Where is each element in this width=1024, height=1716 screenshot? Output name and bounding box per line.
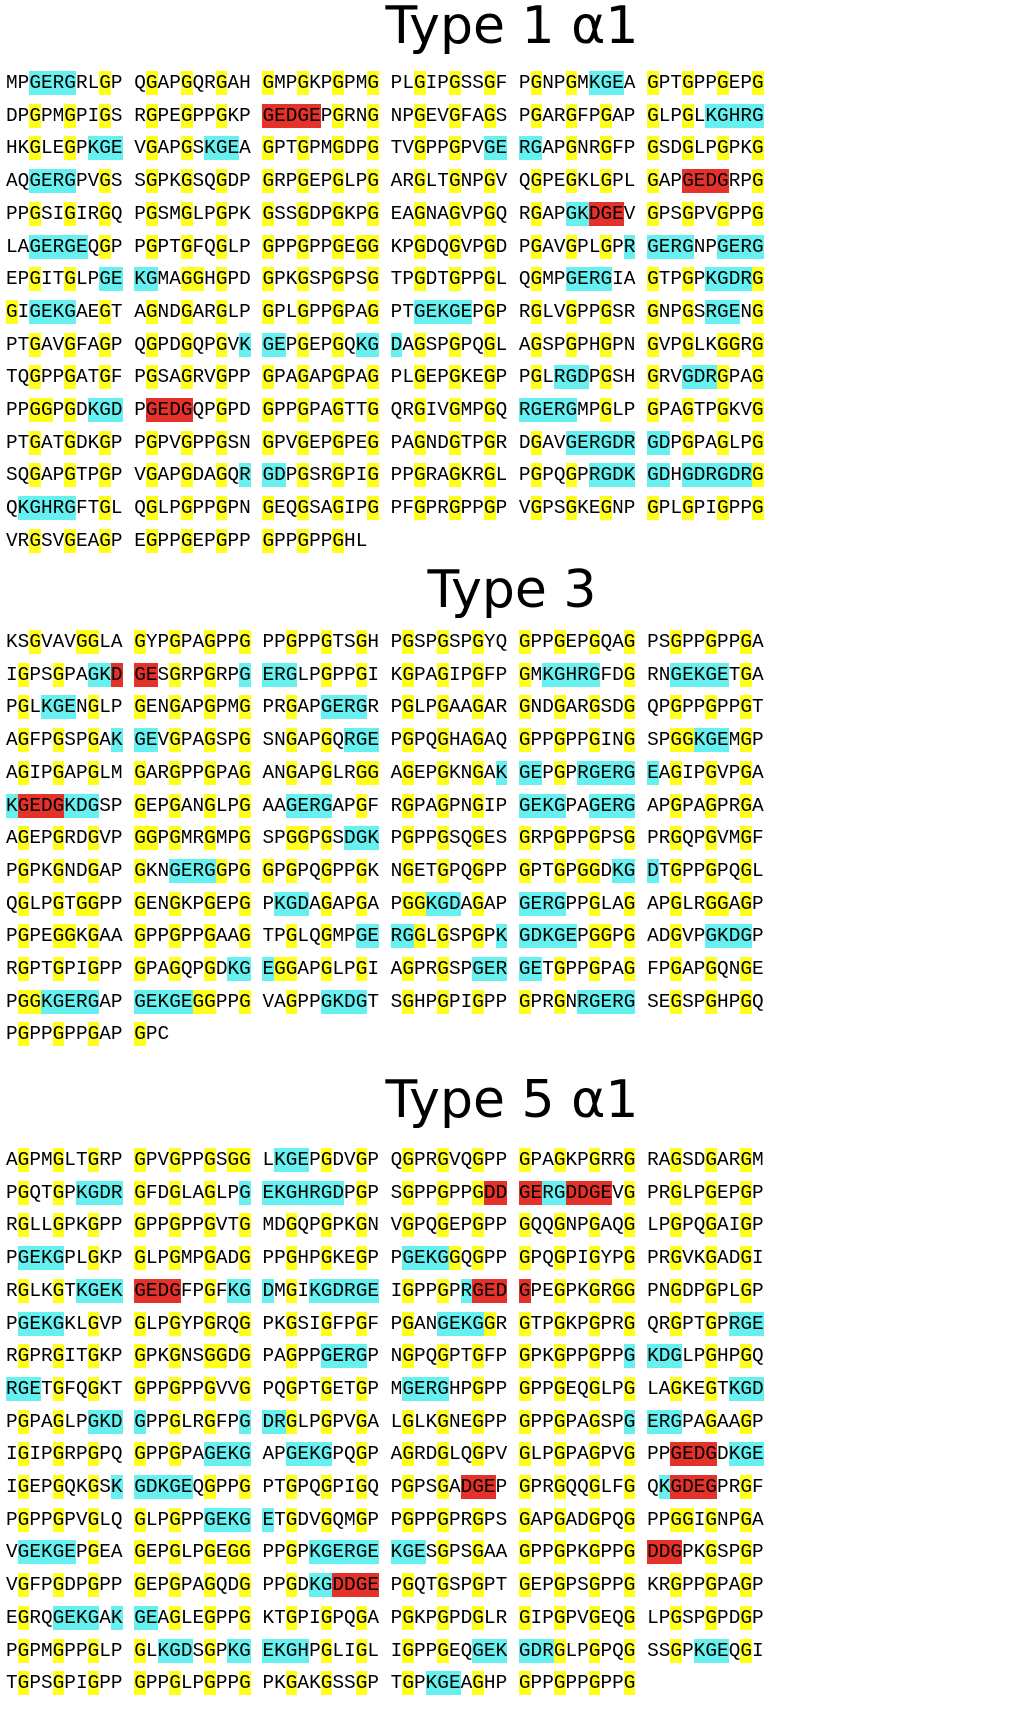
sequence-line: KGEDGKDGSP GEPGANGLPG AAGERGAPGF RGPAGPN… [6, 793, 764, 818]
sequence-line: PTGAVGFAGP QGPDGQPGVK GEPGEPGQKG DAGSPGP… [6, 332, 764, 357]
type-3-title: Type 3 [427, 560, 597, 620]
sequence-line: VRGSVGEAGP EGPPGEPGPP GPPGPPGHL [6, 528, 368, 553]
sequence-line: AGEPGRDGVP GGPGMRGMPG SPGGPGSDGK PGPPGSQ… [6, 826, 764, 851]
sequence-line: PGPAGLPGKD GPPGLRGFPG DRGLPGPVGA LGLKGNE… [6, 1409, 764, 1434]
type-1-alpha1-title: Type 1 α1 [385, 0, 639, 56]
sequence-line: QKGHRGFTGL QGLPGPPGPN GEQGSAGIPG PFGPRGP… [6, 496, 764, 521]
sequence-line: KSGVAVGGLA GYPGPAGPPG PPGPPGTSGH PGSPGSP… [6, 630, 764, 654]
sequence-line: RGPRGITGKP GPKGNSGGDG PAGPPGERGP NGPQGPT… [6, 1344, 764, 1369]
sequence-line: DPGPMGPIGS RGPEGPPGKP GEDGEPGRNG NPGEVGF… [6, 103, 764, 128]
sequence-line: MPGERGRLGP QGAPGQRGAH GMPGKPGPMG PLGIPGS… [6, 71, 764, 95]
sequence-line: PGPEGGKGAA GPPGPPGAAG TPGLQGMPGE RGGLGSP… [6, 924, 764, 949]
sequence-line: PPGGPGDKGD PGEDGQPGPD GPPGPAGTTG QRGIVGM… [6, 398, 764, 422]
sequence-line: SQGAPGTPGP VGAPGDAGQR GDPGSRGPIG PPGRAGK… [6, 463, 764, 488]
sequence-line: PGGKGERGAP GEKGEGGPPG VAGPPGKDGT SGHPGPI… [6, 989, 764, 1014]
sequence-line: PGPKGNDGAP GKNGERGGPG GPGPQGPPGK NGETGPQ… [6, 858, 764, 883]
sequence-line: EGRQGEKGAK GEAGLEGPPG KTGPIGPQGA PGKPGPD… [6, 1605, 764, 1630]
sequence-line: TQGPPGATGF PGSAGRVGPP GPAGAPGPAG PLGEPGK… [6, 365, 764, 390]
sequence-line: PGEKGPLGKP GLPGMPGADG PPGHPGKEGP PGEKGGQ… [6, 1246, 764, 1271]
sequence-line: AGPMGLTGRP GPVGPPGSGG LKGEPGDVGP QGPRGVQ… [6, 1148, 764, 1172]
type-5-alpha1-title: Type 5 α1 [385, 1070, 639, 1130]
sequence-line: PGPPGPVGLQ GLPGPPGEKG ETGDVGQMGP PGPPGPR… [6, 1507, 764, 1532]
sequence-line: IGIPGRPGPQ GPPGPAGEKG APGEKGPQGP AGRDGLQ… [6, 1442, 764, 1467]
sequence-line: AQGERGPVGS SGPKGSQGDP GRPGEPGLPG ARGLTGN… [6, 169, 764, 194]
sequence-line: QGLPGTGGPP GENGKPGEPG PKGDAGAPGA PGGKGDA… [6, 891, 764, 916]
sequence-line: PPGSIGIRGQ PGSMGLPGPK GSSGDPGKPG EAGNAGV… [6, 201, 764, 226]
sequence-line: IGEPGQKGSK GDKGEQGPPG PTGPQGPIGQ PGPSGAD… [6, 1475, 764, 1499]
sequence-line: VGFPGDPGPP GEPGPAGQDG PPGDKGDDGE PGQTGSP… [6, 1573, 764, 1598]
sequence-line: RGLKGTKGEK GEDGFPGFKG DMGIKGDRGE IGPPGPR… [6, 1278, 764, 1303]
sequence-line: TGPSGPIGPP GPPGLPGPPG PKGAKGSSGP TGPKGEA… [6, 1671, 636, 1696]
sequence-line: EPGITGLPGE KGMAGGHGPD GPKGSPGPSG TPGDTGP… [6, 267, 764, 292]
sequence-line: RGETGFQGKT GPPGPPGVVG PQGPTGETGP MGERGHP… [6, 1376, 764, 1401]
sequence-line: HKGLEGPKGE VGAPGSKGEA GPTGPMGDPG TVGPPGP… [6, 136, 764, 161]
sequence-line: PGPPGPPGAP GPC [6, 1022, 170, 1047]
sequence-line: PGQTGPKGDR GFDGLAGLPG EKGHRGDPGP SGPPGPP… [6, 1180, 764, 1205]
sequence-line: PGLKGENGLP GENGAPGPMG PRGAPGERGR PGLPGAA… [6, 695, 764, 720]
sequence-line: GIGEKGAEGT AGNDGARGLP GPLGPPGPAG PTGEKGE… [6, 299, 764, 324]
sequence-line: AGFPGSPGAK GEVGPAGSPG SNGAPGQRGE PGPQGHA… [6, 728, 764, 753]
sequence-line: PTGATGDKGP PGPVGPPGSN GPVGEPGPEG PAGNDGT… [6, 430, 764, 455]
sequence-line: RGPTGPIGPP GPAGQPGDKG EGGAPGLPGI AGPRGSP… [6, 957, 764, 981]
sequence-line: VGEKGEPGEA GEPGLPGEGG PPGPKGERGE KGESGPS… [6, 1540, 764, 1565]
sequence-line: LAGERGEQGP PGPTGFQGLP GPPGPPGEGG KPGDQGV… [6, 234, 764, 259]
sequence-line: AGIPGAPGLM GARGPPGPAG ANGAPGLRGG AGEPGKN… [6, 760, 764, 785]
sequence-line: PGPMGPPGLP GLKGDSGPKG EKGHPGLIGL IGPPGEQ… [6, 1638, 764, 1663]
sequence-line: PGEKGKLGVP GLPGYPGRQG PKGSIGFPGF PGANGEK… [6, 1311, 764, 1336]
sequence-line: RGLLGPKGPP GPPGPPGVTG MDGQPGPKGN VGPQGEP… [6, 1213, 764, 1238]
sequence-line: IGPSGPAGKD GESGRPGRPG ERGLPGPPGI KGPAGIP… [6, 662, 764, 687]
